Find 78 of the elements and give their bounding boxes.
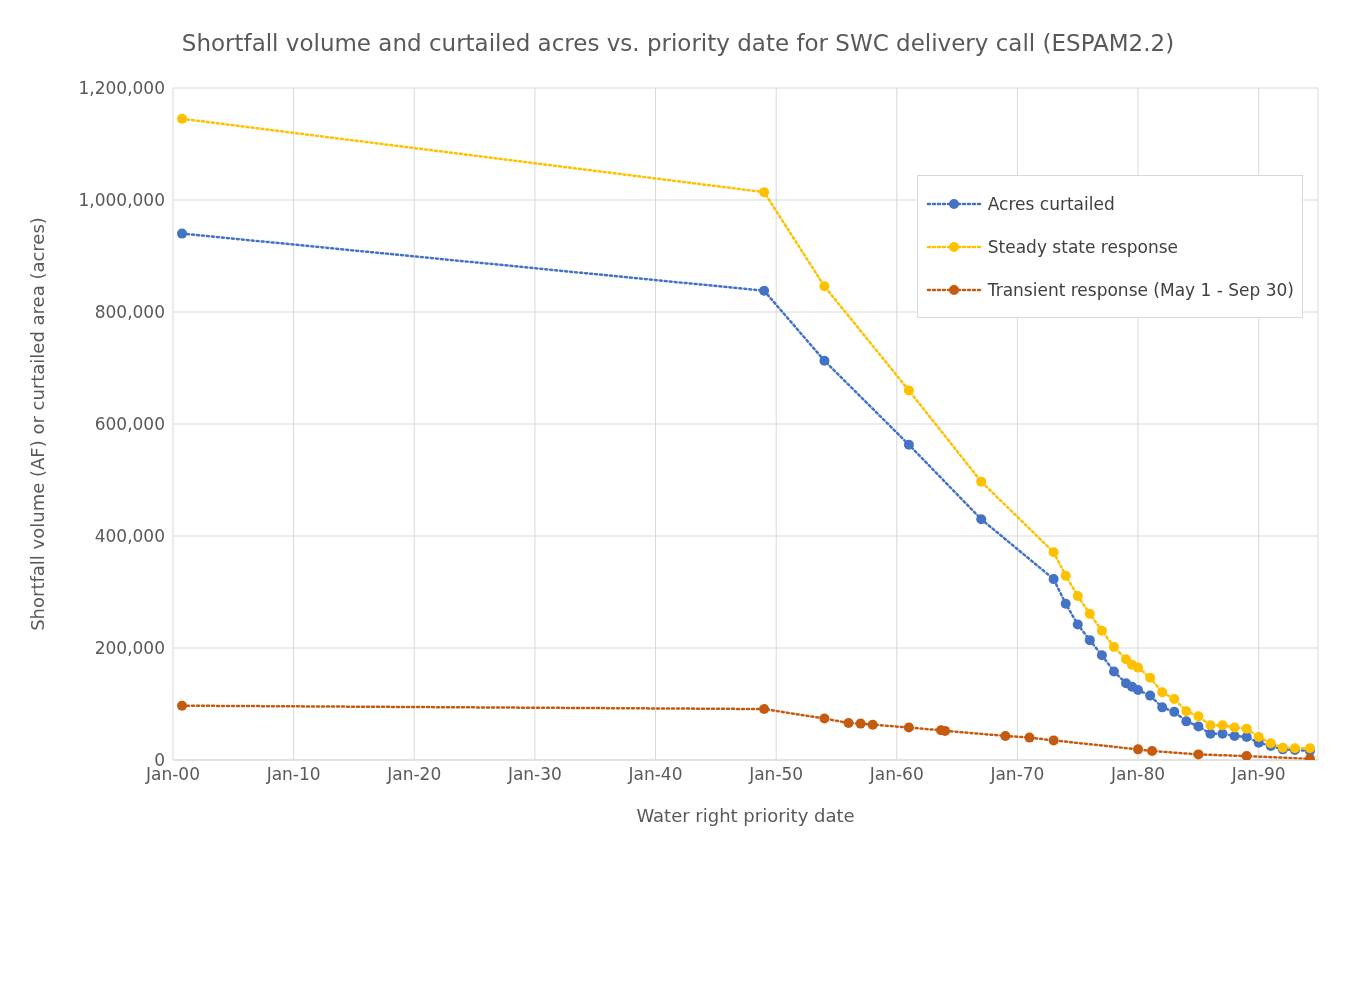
point [759, 285, 770, 296]
y-tick-label: 800,000 [94, 302, 165, 323]
point [1084, 608, 1095, 619]
point [1024, 732, 1035, 743]
x-tick-label: Jan-60 [868, 764, 924, 785]
point [1108, 666, 1119, 677]
y-tick-label: 1,200,000 [78, 78, 165, 99]
point [1060, 570, 1071, 581]
point [759, 187, 770, 198]
y-tick-label: 600,000 [94, 414, 165, 435]
point [1121, 654, 1132, 665]
point [1157, 702, 1168, 713]
legend-label: Steady state response [987, 236, 1179, 257]
x-tick-label: Jan-70 [989, 764, 1045, 785]
point [1253, 732, 1264, 743]
y-tick-label: 200,000 [94, 638, 165, 659]
point [1060, 598, 1071, 609]
point [1096, 625, 1107, 636]
point [843, 718, 854, 729]
point [1241, 723, 1252, 734]
point [903, 439, 914, 450]
point [867, 719, 878, 730]
point [1145, 672, 1156, 683]
point [1193, 721, 1204, 732]
point [1048, 574, 1059, 585]
point [1000, 730, 1011, 741]
point [1133, 744, 1144, 755]
point [1048, 735, 1059, 746]
point [1096, 650, 1107, 661]
point [1072, 590, 1083, 601]
point [976, 476, 987, 487]
point [177, 700, 188, 711]
x-tick-label: Jan-90 [1230, 764, 1286, 785]
point [855, 718, 866, 729]
point [1241, 751, 1252, 760]
point [1169, 693, 1180, 704]
x-tick-label: Jan-30 [506, 764, 562, 785]
point [1048, 547, 1059, 558]
point [1229, 730, 1240, 741]
point [1205, 720, 1216, 731]
y-tick-label: 0 [154, 750, 165, 771]
point [819, 355, 830, 366]
point [1181, 706, 1192, 717]
legend-label: Transient response (May 1 - Sep 30) [987, 279, 1294, 300]
point [819, 281, 830, 292]
chart-title: Shortfall volume and curtailed acres vs. priority date for SWC delivery call (ESPAM2.2) [180, 29, 1176, 58]
point [1133, 685, 1144, 695]
y-tick-label: 400,000 [94, 526, 165, 547]
point [1145, 690, 1156, 701]
point [1133, 662, 1144, 673]
point [903, 385, 914, 396]
point [1108, 641, 1119, 652]
legend-label: Acres curtailed [987, 193, 1115, 214]
point [1181, 716, 1192, 727]
x-tick-label: Jan-40 [627, 764, 683, 785]
point [1147, 746, 1158, 757]
point [1169, 706, 1180, 717]
point [1072, 619, 1083, 630]
x-tick-label: Jan-20 [386, 764, 442, 785]
point [177, 228, 188, 239]
point [1217, 720, 1228, 731]
y-axis-title: Shortfall volume (AF) or curtailed area (acres) [27, 217, 49, 631]
point [1193, 749, 1204, 760]
point [1084, 635, 1095, 646]
point [976, 514, 987, 525]
point [1193, 711, 1204, 722]
point [177, 113, 188, 124]
point [759, 704, 770, 715]
point [1157, 687, 1168, 698]
point [819, 713, 830, 724]
point [1241, 732, 1252, 743]
x-tick-label: Jan-10 [265, 764, 321, 785]
point [1229, 722, 1240, 733]
x-tick-label: Jan-80 [1110, 764, 1166, 785]
x-axis-title: Water right priority date [636, 805, 855, 826]
point [903, 722, 914, 733]
x-tick-label: Jan-50 [748, 764, 804, 785]
y-tick-label: 1,000,000 [78, 190, 165, 211]
